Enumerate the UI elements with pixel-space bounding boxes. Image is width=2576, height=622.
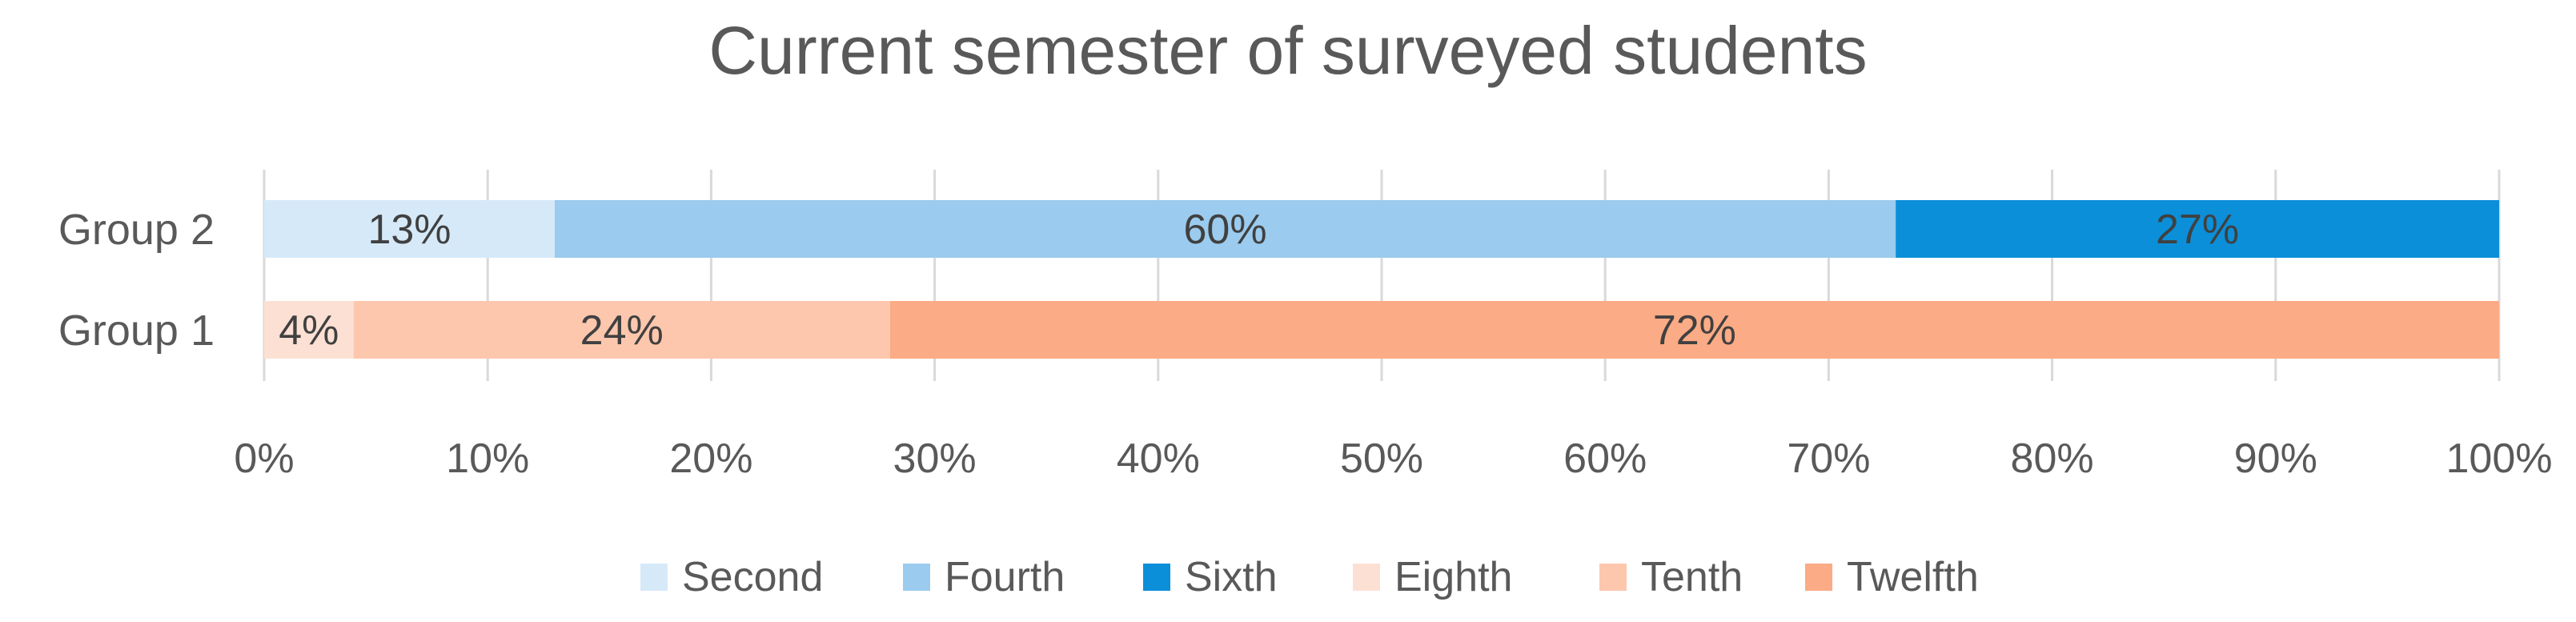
legend-swatch — [1599, 564, 1627, 591]
x-tick-label: 30% — [893, 435, 977, 482]
legend-label: Sixth — [1185, 554, 1278, 600]
x-tick-label: 0% — [234, 435, 294, 482]
data-label: 13% — [367, 207, 451, 253]
legend-swatch — [903, 564, 930, 591]
legend-label: Second — [682, 554, 823, 600]
legend-label: Fourth — [945, 554, 1065, 600]
legend-label: Eighth — [1394, 554, 1512, 600]
data-label: 72% — [1653, 307, 1736, 354]
category-label: Group 1 — [58, 307, 215, 355]
data-label: 60% — [1184, 207, 1267, 253]
bar-segment — [889, 301, 2499, 359]
bar-segment — [554, 200, 1896, 258]
axes: 0% 10% 20% 30% 40% 50% 60% 70% 80% 90% 100% Group 2… — [58, 206, 2553, 482]
legend-swatch — [640, 564, 668, 591]
x-tick-label: 90% — [2234, 435, 2317, 482]
legend-label: Tenth — [1641, 554, 1743, 600]
legend: Second Fourth Sixth Eighth Tenth Twelfth — [640, 554, 1979, 600]
data-labels: 13% 60% 27% 4% 24% 72% — [279, 207, 2239, 354]
x-tick-label: 100% — [2446, 435, 2553, 482]
bar-segment — [353, 301, 890, 359]
x-tick-label: 40% — [1117, 435, 1200, 482]
bar-segment — [264, 200, 555, 258]
data-label: 24% — [580, 307, 664, 354]
x-tick-label: 60% — [1563, 435, 1647, 482]
legend-swatch — [1805, 564, 1832, 591]
chart-title: Current semester of surveyed students — [708, 13, 1868, 88]
x-tick-label: 20% — [669, 435, 752, 482]
data-label: 4% — [279, 307, 339, 354]
bar-segment — [264, 301, 354, 359]
data-label: 27% — [2156, 207, 2239, 253]
bar-segment — [1896, 200, 2499, 258]
x-tick-label: 80% — [2011, 435, 2094, 482]
x-tick-label: 50% — [1340, 435, 1423, 482]
category-label: Group 2 — [58, 206, 215, 254]
bars — [264, 200, 2499, 359]
legend-swatch — [1143, 564, 1170, 591]
x-tick-label: 10% — [446, 435, 529, 482]
legend-swatch — [1353, 564, 1380, 591]
x-tick-label: 70% — [1787, 435, 1870, 482]
legend-label: Twelfth — [1847, 554, 1979, 600]
